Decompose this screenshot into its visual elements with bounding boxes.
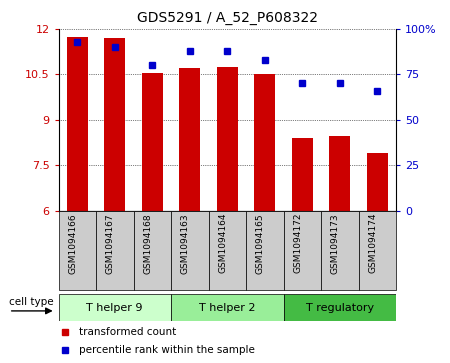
Bar — [254, 74, 275, 211]
Bar — [246, 211, 284, 290]
Bar — [134, 211, 171, 290]
Text: GSM1094166: GSM1094166 — [68, 213, 77, 274]
Bar — [58, 294, 171, 321]
Title: GDS5291 / A_52_P608322: GDS5291 / A_52_P608322 — [137, 11, 318, 25]
Text: GSM1094172: GSM1094172 — [293, 213, 302, 273]
Bar — [142, 73, 162, 211]
Bar — [284, 211, 321, 290]
Text: GSM1094165: GSM1094165 — [256, 213, 265, 274]
Bar — [171, 294, 284, 321]
Text: GSM1094164: GSM1094164 — [218, 213, 227, 273]
Text: T helper 2: T helper 2 — [199, 303, 256, 313]
Bar — [321, 211, 359, 290]
Text: percentile rank within the sample: percentile rank within the sample — [79, 345, 255, 355]
Bar — [171, 211, 208, 290]
Bar — [359, 211, 396, 290]
Bar — [292, 138, 313, 211]
Text: GSM1094168: GSM1094168 — [143, 213, 152, 274]
Bar — [104, 38, 125, 211]
Text: T helper 9: T helper 9 — [86, 303, 143, 313]
Bar — [217, 67, 238, 211]
Bar — [67, 37, 88, 211]
Text: GSM1094167: GSM1094167 — [106, 213, 115, 274]
Bar — [96, 211, 134, 290]
Bar — [180, 68, 200, 211]
Bar — [329, 136, 350, 211]
Text: GSM1094163: GSM1094163 — [181, 213, 190, 274]
Bar — [58, 211, 96, 290]
Text: transformed count: transformed count — [79, 327, 176, 337]
Text: GSM1094173: GSM1094173 — [331, 213, 340, 274]
Bar — [208, 211, 246, 290]
Bar — [367, 153, 387, 211]
Text: cell type: cell type — [9, 297, 54, 307]
Bar — [284, 294, 396, 321]
Text: GSM1094174: GSM1094174 — [368, 213, 377, 273]
Text: T regulatory: T regulatory — [306, 303, 374, 313]
